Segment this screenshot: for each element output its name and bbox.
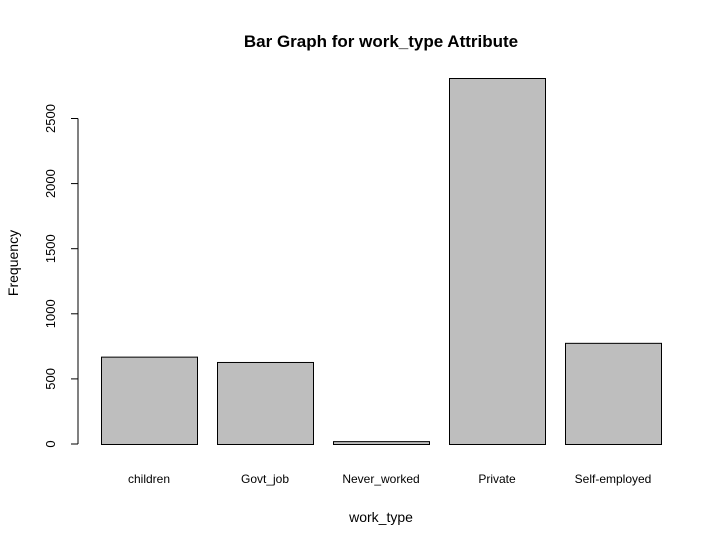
y-tick-label: 2500 bbox=[43, 104, 58, 133]
bar-govt-job bbox=[217, 361, 314, 446]
y-tick-label: 2000 bbox=[43, 169, 58, 198]
y-tick-label: 0 bbox=[43, 440, 58, 447]
bar-private bbox=[449, 78, 546, 445]
x-tick-label: Never_worked bbox=[342, 472, 419, 486]
x-axis-label: work_type bbox=[348, 509, 413, 525]
bar-never-worked bbox=[333, 441, 430, 445]
bar-self-employed bbox=[565, 342, 662, 446]
x-tick-labels: children Govt_job Never_worked Private Self-… bbox=[128, 472, 651, 486]
y-axis: 0 500 1000 1500 2000 2500 bbox=[43, 104, 79, 448]
x-tick-label: children bbox=[128, 472, 170, 486]
y-tick-label: 1500 bbox=[43, 234, 58, 263]
y-tick-label: 1000 bbox=[43, 299, 58, 328]
y-tick-label: 500 bbox=[43, 368, 58, 390]
bars-group bbox=[101, 78, 662, 446]
x-tick-label: Private bbox=[478, 472, 516, 486]
x-tick-label: Self-employed bbox=[575, 472, 652, 486]
x-tick-label: Govt_job bbox=[241, 472, 289, 486]
y-axis-label: Frequency bbox=[5, 230, 21, 296]
chart-title: Bar Graph for work_type Attribute bbox=[244, 32, 518, 51]
bar-children bbox=[101, 356, 198, 445]
